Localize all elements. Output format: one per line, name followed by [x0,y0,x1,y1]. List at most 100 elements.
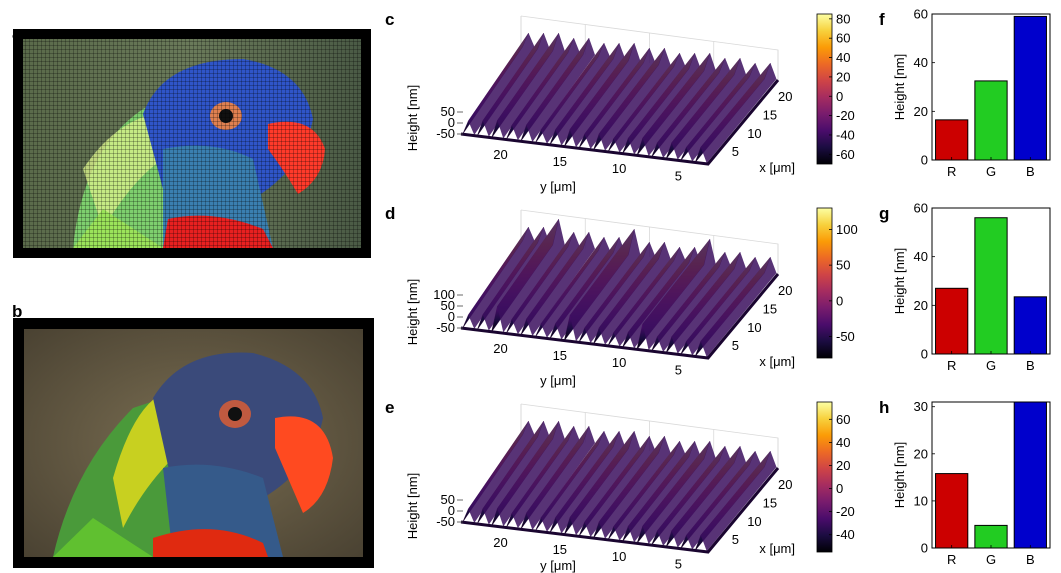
surface-ridge-shade [671,58,747,160]
surface-ridge-shade [686,451,762,550]
surface-ridge-shade [511,426,580,529]
surface-ridge-shade [555,431,626,534]
panel-label-c: c [385,10,395,29]
axes-box [931,207,1051,355]
z-tick-label: 100 [433,287,455,302]
surface-ridge-shade [526,232,596,336]
z-axis-label: Height [nm] [405,279,420,345]
y-axis-label: Height [nm] [892,248,907,314]
panel-label-h: h [879,398,890,417]
surface-ridge-shade [628,53,701,155]
x-tick-label: 5 [732,144,739,159]
surface-front-edge [460,273,780,360]
category-label: G [986,164,996,179]
category-label: R [947,164,956,179]
bar-r [935,473,969,549]
surface-ridge-shade [526,38,596,142]
y-tick-label: 20 [914,298,928,313]
y-axis-label: y [μm] [540,558,576,573]
surface-ridge-shade [599,436,671,539]
y-tick-label: 10 [612,355,626,370]
surface-ridge-shade [584,436,656,537]
z-tick-label: 0 [448,115,455,130]
panel-label-b: b [12,302,23,321]
category-label: R [947,358,956,373]
surface-ridge-shade [671,446,747,548]
colorbar-tick-label: 50 [836,258,850,273]
y-axis-label: y [μm] [540,179,576,194]
y-tick-label: 60 [914,202,928,216]
surface-ridge-shade [613,53,686,153]
parrot-target-photo [13,318,374,568]
bar-chart-g: R G B 0 20 40 60 Height [nm] [892,202,1051,373]
surface-ridges [462,420,777,552]
surface-ridges [462,218,777,358]
bar-b [1013,401,1047,549]
surface-ridge-shade [497,33,565,139]
surface-ridge-shade [700,451,777,552]
x-tick-label: 15 [763,301,777,316]
panel-label-d: d [385,204,396,223]
category-label: B [1026,164,1035,179]
surface-ridge-shade [628,441,701,543]
surface-ridge-shade [686,63,762,162]
category-label: B [1026,358,1035,373]
y-tick-label: 15 [553,542,567,557]
x-tick-label: 20 [778,89,792,104]
bar-r [935,119,969,161]
x-axis-label: x [μm] [759,160,795,175]
panel-label-g: g [879,204,890,223]
surface-front-edge [460,79,780,166]
surface-ridge-shade [482,421,550,525]
surface-ridge-shade [584,48,656,149]
surface-ridge-shade [540,237,611,338]
grid-walls [520,209,779,274]
colorbar-tick-label: -60 [836,147,855,162]
bar-r [935,287,969,355]
y-tick-label: 40 [914,55,928,70]
y-tick-label: 20 [493,341,507,356]
bar-chart-h: R G B 0 10 20 30 Height [nm] [892,399,1051,567]
y-axis-label: Height [nm] [892,442,907,508]
colorbar-tick-label: 0 [836,481,843,496]
y-tick-label: 10 [612,161,626,176]
y-tick-label: 10 [612,549,626,564]
x-tick-label: 10 [747,514,761,529]
surface-ridge-shade [497,421,565,527]
colorbar-tick-label: 20 [836,458,850,473]
x-tick-label: 10 [747,126,761,141]
y-tick-label: 0 [921,541,928,556]
surface-ridge-shade [468,421,535,523]
y-tick-label: 5 [675,556,682,571]
surface-ridge-shade [599,48,671,151]
colorbar-tick-label: -40 [836,527,855,542]
bar-g [974,217,1008,355]
x-tick-label: 15 [763,107,777,122]
colorbar-tick-label: 40 [836,435,850,450]
bar-b [1013,15,1047,161]
surface-ridge-shade [569,43,641,148]
surface-ridges [462,32,777,164]
surface-ridge-shade [657,58,732,158]
colorbar-tick-label: 60 [836,31,850,46]
surface-ridge-shade [613,441,686,541]
panel-label-e: e [385,398,395,417]
y-axis-label: y [μm] [540,373,576,388]
colorbar-tick-label: -40 [836,127,855,142]
surface-ridge-shade [584,242,656,343]
x-tick-label: 20 [778,477,792,492]
surface-ridge-shade [700,63,777,164]
panel-label-f: f [879,10,885,29]
surface-ridge-shade [613,247,686,347]
x-axis-label: x [μm] [759,354,795,369]
y-axis-label: Height [nm] [892,54,907,120]
surface-ridge-shade [686,257,762,356]
colorbar-tick-label: 60 [836,412,850,427]
y-tick-label: 60 [914,8,928,22]
x-tick-label: 20 [778,283,792,298]
x-tick-label: 10 [747,320,761,335]
surface-ridge-shade [468,33,535,135]
axes-box [931,401,1051,549]
bar-g [974,80,1008,161]
